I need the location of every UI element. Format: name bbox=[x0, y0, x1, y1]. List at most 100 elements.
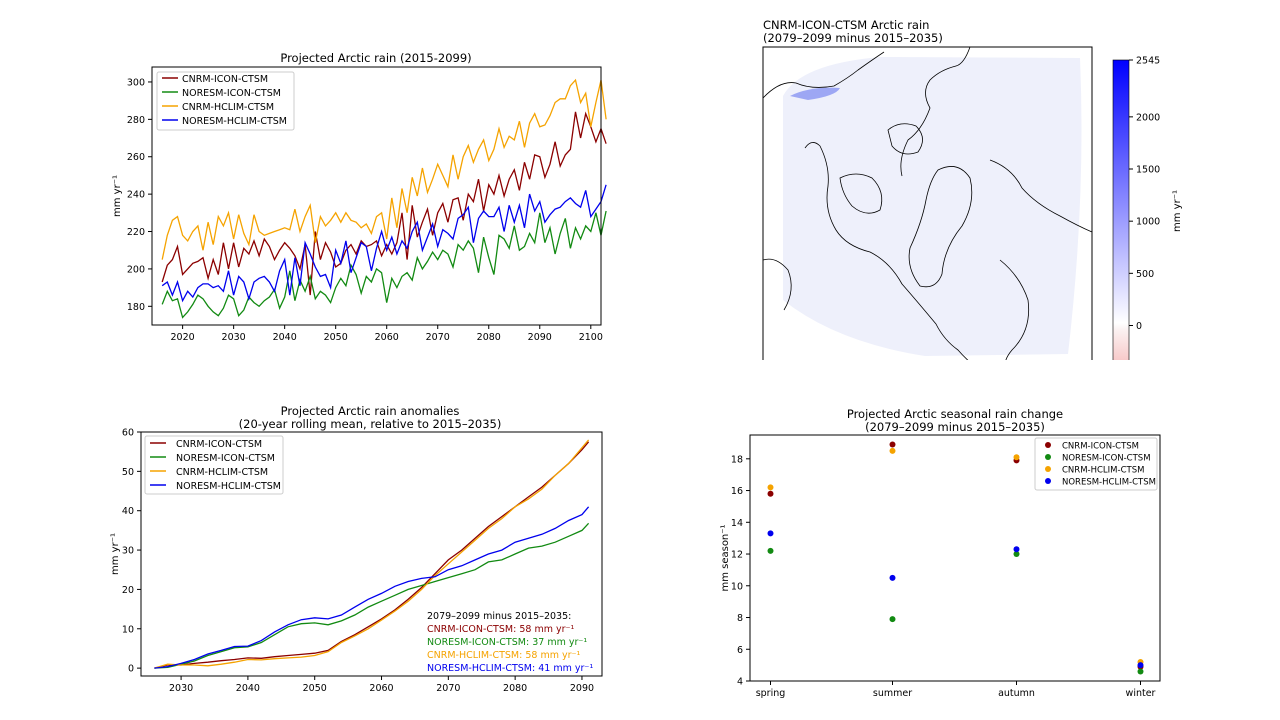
y-tick-label: 30 bbox=[122, 546, 134, 557]
legend-label-noresm-hclim: NORESM-HCLIM-CTSM bbox=[176, 481, 281, 492]
x-tick-label: 2070 bbox=[436, 683, 460, 694]
y-tick-label: 10 bbox=[122, 624, 134, 635]
y-tick-label: 12 bbox=[731, 550, 743, 561]
y-tick-label: 280 bbox=[127, 115, 145, 126]
legend-dot-cnrm-icon bbox=[1045, 442, 1051, 448]
series-line-noresm-hclim-ctsm bbox=[154, 506, 590, 669]
y-tick-label: 220 bbox=[127, 227, 145, 238]
arctic-map: CNRM-ICON-CTSM Arctic rain (2079–2099 mi… bbox=[762, 18, 1183, 360]
point-noresm-hclim-ctsm bbox=[889, 574, 896, 581]
annotation-line: CNRM-HCLIM-CTSM: 58 mm yr⁻¹ bbox=[427, 650, 581, 661]
series-line-noresm-hclim-ctsm bbox=[161, 184, 607, 303]
x-tick-label: 2030 bbox=[169, 683, 193, 694]
annotation-heading: 2079–2099 minus 2015–2035: bbox=[427, 611, 571, 622]
legend-dot-noresm-icon bbox=[1045, 454, 1051, 460]
y-tick-label: 50 bbox=[122, 467, 134, 478]
point-noresm-hclim-ctsm bbox=[1137, 662, 1144, 669]
colorbar-tick-label: 1000 bbox=[1136, 217, 1160, 228]
x-tick-label: winter bbox=[1126, 688, 1156, 699]
map-subtitle: (2079–2099 minus 2015–2035) bbox=[763, 31, 943, 45]
point-noresm-hclim-ctsm bbox=[767, 530, 774, 537]
x-tick-label: 2090 bbox=[570, 683, 594, 694]
y-tick-label: 8 bbox=[737, 613, 743, 624]
series-line-cnrm-icon-ctsm bbox=[154, 441, 590, 669]
anom-title: Projected Arctic rain anomalies bbox=[281, 404, 460, 418]
x-tick-label: 2060 bbox=[375, 332, 399, 343]
map-title: CNRM-ICON-CTSM Arctic rain bbox=[763, 18, 929, 32]
annotation-line: NORESM-ICON-CTSM: 37 mm yr⁻¹ bbox=[427, 637, 587, 648]
legend-label-cnrm-hclim: CNRM-HCLIM-CTSM bbox=[176, 467, 268, 478]
legend-label-noresm-icon: NORESM-ICON-CTSM bbox=[182, 88, 281, 99]
legend-dot-cnrm-hclim bbox=[1045, 466, 1051, 472]
point-cnrm-hclim-ctsm bbox=[889, 447, 896, 454]
legend: CNRM-ICON-CTSM NORESM-ICON-CTSM CNRM-HCL… bbox=[144, 435, 284, 495]
anomaly-chart: Projected Arctic rain anomalies (20-year… bbox=[110, 404, 603, 694]
colorbar-tick-label: 500 bbox=[1136, 269, 1154, 280]
change-annotation: 2079–2099 minus 2015–2035: CNRM-ICON-CTS… bbox=[427, 611, 593, 674]
plot-frame bbox=[151, 66, 602, 326]
legend-label-noresm-hclim: NORESM-HCLIM-CTSM bbox=[182, 116, 287, 127]
season-title: Projected Arctic seasonal rain change bbox=[847, 407, 1063, 421]
x-tick-label: 2090 bbox=[528, 332, 552, 343]
annotation-line: NORESM-HCLIM-CTSM: 41 mm yr⁻¹ bbox=[427, 663, 593, 674]
point-noresm-icon-ctsm bbox=[767, 547, 774, 554]
legend-label-cnrm-hclim: CNRM-HCLIM-CTSM bbox=[182, 102, 274, 113]
y-tick-label: 260 bbox=[127, 152, 145, 163]
y-tick-label: 240 bbox=[127, 190, 145, 201]
point-noresm-icon-ctsm bbox=[1137, 668, 1144, 675]
legend-label-cnrm-hclim: CNRM-HCLIM-CTSM bbox=[1062, 466, 1144, 476]
y-axis-label: mm season⁻¹ bbox=[720, 524, 731, 591]
point-cnrm-hclim-ctsm bbox=[1013, 454, 1020, 461]
y-axis-label: mm yr⁻¹ bbox=[112, 175, 123, 217]
y-tick-label: 0 bbox=[128, 664, 134, 675]
x-tick-label: 2070 bbox=[426, 332, 450, 343]
x-tick-label: 2050 bbox=[324, 332, 348, 343]
data-domain bbox=[783, 57, 1082, 356]
x-tick-label: 2080 bbox=[477, 332, 501, 343]
y-axis-label: mm yr⁻¹ bbox=[110, 533, 121, 575]
x-tick-label: 2020 bbox=[171, 332, 195, 343]
legend-dot-noresm-hclim bbox=[1045, 478, 1051, 484]
y-tick-label: 16 bbox=[731, 486, 743, 497]
colorbar-tick-label: 0 bbox=[1136, 321, 1142, 332]
y-tick-label: 14 bbox=[731, 518, 743, 529]
point-cnrm-icon-ctsm bbox=[889, 441, 896, 448]
plot-frame bbox=[140, 431, 603, 677]
legend-label-noresm-icon: NORESM-ICON-CTSM bbox=[176, 453, 275, 464]
season-subtitle: (2079–2099 minus 2015–2035) bbox=[865, 420, 1045, 434]
legend: CNRM-ICON-CTSM NORESM-ICON-CTSM CNRM-HCL… bbox=[156, 71, 295, 131]
x-tick-label: 2080 bbox=[503, 683, 527, 694]
y-tick-label: 300 bbox=[127, 77, 145, 88]
point-noresm-hclim-ctsm bbox=[1013, 546, 1020, 553]
x-tick-label: 2060 bbox=[369, 683, 393, 694]
legend-label-cnrm-icon: CNRM-ICON-CTSM bbox=[1062, 442, 1139, 452]
map-frame-area bbox=[762, 46, 1093, 360]
x-tick-label: 2050 bbox=[303, 683, 327, 694]
x-tick-label: summer bbox=[873, 688, 912, 699]
anom-subtitle: (20-year rolling mean, relative to 2015–… bbox=[239, 417, 502, 431]
point-noresm-icon-ctsm bbox=[1013, 551, 1020, 558]
x-tick-label: spring bbox=[756, 688, 786, 699]
series-line-noresm-icon-ctsm bbox=[154, 522, 590, 669]
colorbar-tick-label: 2000 bbox=[1136, 112, 1160, 123]
chart-title: Projected Arctic rain (2015-2099) bbox=[280, 51, 471, 65]
colorbar-tick-label: 2545 bbox=[1136, 56, 1160, 67]
x-tick-label: 2040 bbox=[236, 683, 260, 694]
colorbar bbox=[1112, 59, 1130, 360]
series-line-cnrm-hclim-ctsm bbox=[161, 78, 607, 260]
legend-label-cnrm-icon: CNRM-ICON-CTSM bbox=[182, 74, 268, 85]
x-tick-label: autumn bbox=[998, 688, 1035, 699]
legend: CNRM-ICON-CTSM NORESM-ICON-CTSM CNRM-HCL… bbox=[1034, 437, 1158, 491]
y-tick-label: 18 bbox=[731, 454, 743, 465]
timeseries-chart: Projected Arctic rain (2015-2099) 2020 20… bbox=[112, 51, 607, 343]
colorbar-tick-label: 1500 bbox=[1136, 165, 1160, 176]
y-tick-label: 180 bbox=[127, 302, 145, 313]
annotation-line: CNRM-ICON-CTSM: 58 mm yr⁻¹ bbox=[427, 624, 575, 635]
legend-label-noresm-icon: NORESM-ICON-CTSM bbox=[1062, 454, 1151, 464]
y-tick-label: 40 bbox=[122, 506, 134, 517]
coastlines bbox=[762, 46, 1093, 360]
seasonal-chart: Projected Arctic seasonal rain change (2… bbox=[720, 407, 1161, 699]
plot-frame bbox=[749, 434, 1161, 682]
point-noresm-icon-ctsm bbox=[889, 616, 896, 623]
y-tick-label: 4 bbox=[737, 677, 743, 688]
